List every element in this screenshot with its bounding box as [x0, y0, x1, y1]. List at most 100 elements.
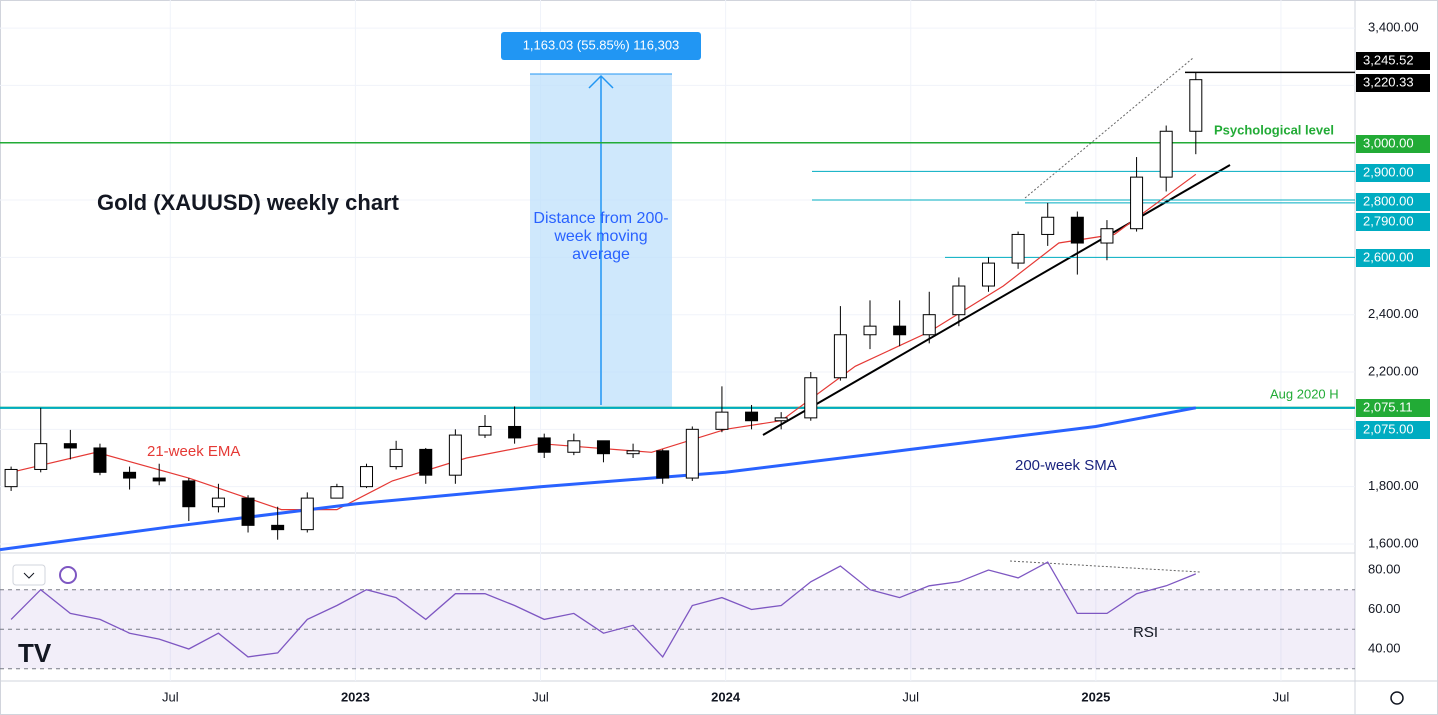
- candle-body: [893, 325, 907, 336]
- candle: [567, 433, 581, 456]
- price-label-box: [1356, 164, 1430, 182]
- candle: [93, 443, 107, 476]
- price-label-box: [1356, 399, 1430, 417]
- candle-body: [63, 443, 77, 449]
- candle-body: [537, 437, 551, 453]
- candle: [626, 443, 640, 458]
- candle: [1189, 72, 1203, 155]
- settings-icon[interactable]: [1390, 691, 1404, 705]
- candle: [1159, 125, 1173, 192]
- legend-entry: 200-week SMA: [1015, 457, 1117, 474]
- candle: [360, 463, 374, 489]
- trend-line: [762, 164, 1231, 436]
- candle: [1100, 220, 1114, 261]
- x-tick-label: 2024: [711, 689, 741, 704]
- candle: [745, 404, 759, 430]
- candle-body: [656, 450, 670, 479]
- candle-body: [567, 440, 581, 453]
- candle: [1041, 202, 1055, 246]
- candle-body: [774, 417, 788, 422]
- measure-note: Distance from 200-week moving average: [533, 210, 669, 263]
- candle: [389, 440, 403, 470]
- x-tick-label: Jul: [162, 689, 179, 704]
- candle: [448, 429, 462, 484]
- x-tick-label: 2023: [341, 689, 370, 704]
- candle-body: [4, 468, 18, 488]
- candle: [922, 291, 936, 344]
- y-tick-label: 2,400.00: [1368, 306, 1419, 321]
- candle: [981, 257, 995, 292]
- candle: [715, 386, 729, 433]
- price-label-box: [1356, 213, 1430, 231]
- price-label: 2,600.00: [1363, 249, 1414, 264]
- candle: [182, 478, 196, 522]
- candle: [300, 492, 314, 533]
- candle-body: [478, 425, 492, 436]
- candle-body: [211, 497, 225, 508]
- toolbar: TV: [12, 564, 1404, 705]
- candle: [863, 300, 877, 350]
- candle: [478, 415, 492, 438]
- candle: [4, 466, 18, 491]
- y-tick-label: 3,400.00: [1368, 20, 1419, 35]
- candle: [211, 483, 225, 513]
- candle-body: [1070, 216, 1084, 244]
- candle-body: [804, 377, 818, 419]
- candle-body: [1011, 233, 1025, 264]
- refresh-icon[interactable]: [59, 566, 77, 584]
- candle: [1130, 157, 1144, 232]
- candle-body: [863, 325, 877, 336]
- collapse-button[interactable]: [12, 564, 46, 586]
- candle-body: [1041, 216, 1055, 235]
- price-label: 2,800.00: [1363, 193, 1414, 208]
- candle-body: [981, 262, 995, 287]
- x-tick-label: 2025: [1081, 689, 1110, 704]
- candle-body: [241, 497, 255, 526]
- logo: TV: [18, 638, 52, 668]
- candle-body: [1130, 176, 1144, 230]
- chart-title: Gold (XAUUSD) weekly chart: [97, 190, 400, 215]
- price-label: 3,245.52: [1363, 52, 1414, 67]
- y-tick-label: 2,200.00: [1368, 363, 1419, 378]
- arrow-head: [588, 74, 614, 89]
- candle-body: [360, 466, 374, 488]
- price-label-box: [1356, 249, 1430, 267]
- candle: [508, 406, 522, 444]
- candle-body: [922, 314, 936, 336]
- candle-body: [34, 443, 48, 470]
- candle: [34, 407, 48, 473]
- candle-body: [419, 448, 433, 476]
- candle-body: [1189, 79, 1203, 132]
- candle-body: [685, 428, 699, 479]
- x-tick-label: Jul: [1273, 689, 1290, 704]
- y-tick-label: 1,600.00: [1368, 535, 1419, 550]
- candle: [656, 449, 670, 484]
- y-tick-label: 80.00: [1368, 561, 1401, 576]
- measure-note-box: Distance from 200-week moving average: [533, 210, 669, 263]
- candle: [685, 426, 699, 481]
- candle: [774, 412, 788, 430]
- rsi-line: [10, 561, 1197, 658]
- annotation: Aug 2020 H: [1270, 386, 1339, 401]
- candle-body: [182, 480, 196, 508]
- candle: [152, 463, 166, 486]
- price-label: 2,900.00: [1363, 164, 1414, 179]
- legend-entry: 21-week EMA: [147, 443, 240, 460]
- price-label-box: [1356, 74, 1430, 92]
- candle: [419, 447, 433, 484]
- price-label: 2,075.00: [1363, 421, 1414, 436]
- candle-body: [952, 285, 966, 316]
- candle-body: [715, 411, 729, 430]
- price-label-box: [1356, 52, 1430, 70]
- candle-body: [330, 486, 344, 499]
- candle: [893, 300, 907, 347]
- candle-body: [508, 425, 522, 439]
- candle: [833, 306, 847, 381]
- candle: [63, 429, 77, 460]
- candle-body: [123, 471, 137, 479]
- x-tick-label: Jul: [902, 689, 919, 704]
- candle-body: [271, 524, 285, 531]
- price-label: 3,220.33: [1363, 74, 1414, 89]
- candle-body: [1100, 228, 1114, 244]
